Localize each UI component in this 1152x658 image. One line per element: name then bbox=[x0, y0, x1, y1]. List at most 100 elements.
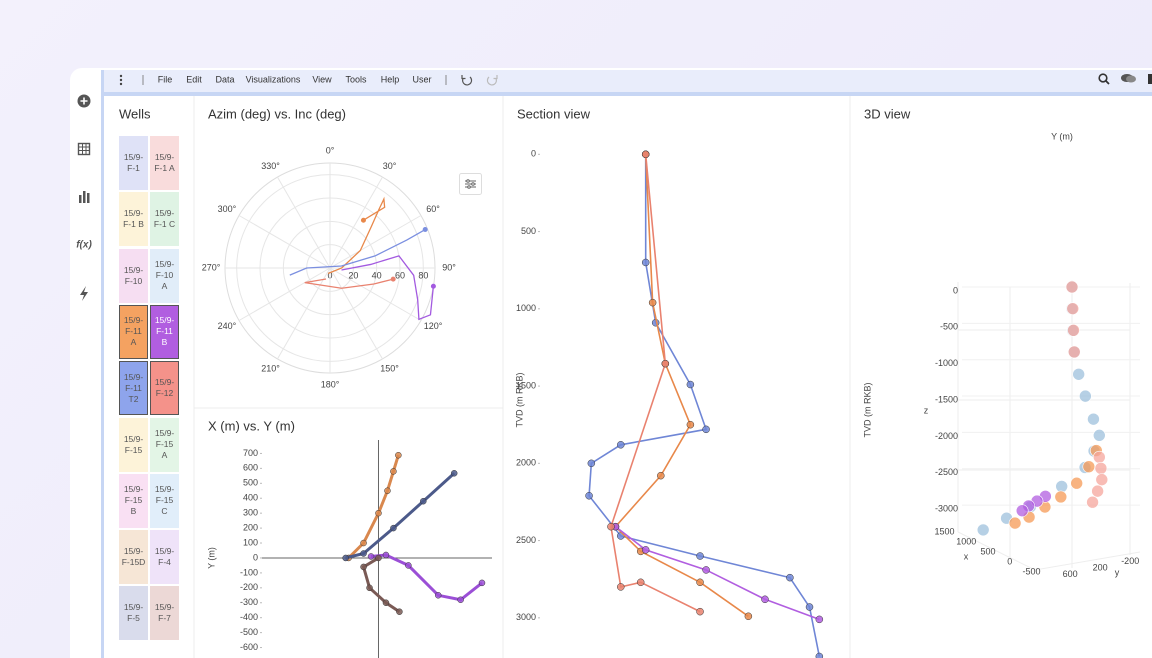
grid-spoke bbox=[238, 267, 331, 321]
theta-tick-label: 180° bbox=[321, 379, 340, 389]
trajectory-point bbox=[815, 615, 824, 624]
well-tile[interactable]: 15/9-F-15 bbox=[119, 417, 148, 472]
theta-tick-label: 270° bbox=[202, 262, 221, 272]
y-tick-label: 200 bbox=[243, 522, 258, 532]
menu-bar bbox=[101, 70, 1152, 92]
x-tick-label: 0 bbox=[1007, 556, 1012, 566]
panel-title: X (m) vs. Y (m) bbox=[208, 418, 295, 433]
add-icon[interactable] bbox=[77, 94, 91, 108]
well-tile[interactable]: 15/9-F-10 A bbox=[150, 248, 179, 303]
chart-settings-button[interactable] bbox=[459, 173, 482, 195]
well-tile[interactable]: 15/9-F-11 B bbox=[150, 304, 179, 359]
redo-button[interactable] bbox=[486, 75, 498, 86]
trajectory-point bbox=[450, 470, 458, 477]
trajectory-point bbox=[1082, 460, 1096, 473]
more-menu[interactable] bbox=[119, 74, 123, 86]
panel-title: Azim (deg) vs. Inc (deg) bbox=[208, 106, 346, 121]
trajectory-point bbox=[976, 523, 990, 537]
axis-label: TVD (m RKB) bbox=[862, 382, 872, 437]
x-tick-label: 500 bbox=[980, 546, 995, 556]
trajectory-point bbox=[1008, 516, 1022, 530]
menu-item[interactable]: View bbox=[312, 74, 332, 84]
menu-item[interactable]: Help bbox=[381, 74, 400, 84]
chart-icon[interactable] bbox=[79, 191, 90, 203]
well-tile[interactable]: 15/9-F-15 A bbox=[150, 417, 179, 472]
y-tick-label: -600 bbox=[240, 642, 258, 652]
well-tile[interactable]: 15/9-F-15D bbox=[119, 530, 148, 585]
trajectory-point bbox=[1070, 476, 1083, 490]
search-button[interactable] bbox=[1098, 73, 1110, 85]
trajectory-point bbox=[686, 380, 695, 389]
well-tile[interactable]: 15/9-F-1 A bbox=[150, 136, 179, 190]
trajectory-point bbox=[420, 497, 427, 505]
chat-button[interactable] bbox=[1121, 74, 1136, 83]
y-tick-label: 100 bbox=[243, 537, 258, 547]
menu-item[interactable]: Visualizations bbox=[246, 74, 301, 84]
trajectory-point bbox=[657, 471, 665, 480]
trajectory-point bbox=[686, 420, 695, 429]
r-tick-label: 20 bbox=[348, 270, 358, 280]
trajectory-point bbox=[1094, 462, 1108, 475]
trajectory-point bbox=[478, 579, 486, 587]
menu-item[interactable]: Tools bbox=[345, 74, 367, 84]
panel-toggle[interactable] bbox=[1148, 74, 1152, 84]
trajectory-point bbox=[641, 546, 650, 554]
well-tile[interactable]: 15/9-F-1 B bbox=[119, 192, 148, 247]
menu-item[interactable]: File bbox=[158, 74, 173, 84]
trajectory-point bbox=[641, 150, 650, 159]
trajectory-point bbox=[761, 595, 769, 604]
trajectory-line bbox=[289, 228, 426, 276]
well-tile[interactable]: 15/9-F-1 bbox=[119, 136, 148, 190]
theta-tick-label: 150° bbox=[380, 364, 399, 374]
trajectory-point bbox=[1067, 323, 1080, 337]
trajectory-point bbox=[434, 592, 442, 599]
y-tick-label: 200 bbox=[1093, 563, 1108, 573]
y-tick-label: 1500 bbox=[516, 380, 536, 390]
y-tick-label: -400 bbox=[240, 612, 258, 622]
axis-title: x bbox=[964, 551, 969, 561]
trajectory-point bbox=[1093, 429, 1106, 442]
grid-spoke bbox=[329, 267, 383, 360]
well-tile[interactable]: 15/9-F-12 bbox=[150, 361, 179, 416]
well-tile[interactable]: 15/9-F-11 A bbox=[119, 304, 148, 359]
undo-button[interactable] bbox=[461, 75, 473, 86]
trajectory-point bbox=[636, 578, 645, 587]
well-tile[interactable]: 15/9-F-7 bbox=[150, 586, 179, 641]
y-tick-label: 1000 bbox=[516, 303, 536, 313]
panel-title: Wells bbox=[119, 106, 151, 121]
left-border bbox=[101, 70, 104, 658]
well-tile[interactable]: 15/9-F-15 C bbox=[150, 473, 179, 528]
theta-tick-label: 210° bbox=[261, 364, 280, 374]
y-tick-label: -100 bbox=[240, 567, 258, 577]
well-tile[interactable]: 15/9-F-5 bbox=[119, 586, 148, 641]
trajectory-point bbox=[375, 554, 382, 562]
well-tile[interactable]: 15/9-F-4 bbox=[150, 530, 179, 585]
well-tile[interactable]: 15/9-F-10 bbox=[119, 248, 148, 303]
well-tile[interactable]: 15/9-F-11 T2 bbox=[119, 361, 148, 416]
z-tick-label: -2500 bbox=[935, 467, 958, 477]
trajectory-end bbox=[422, 227, 428, 233]
y-tick-label: -200 bbox=[1121, 556, 1139, 566]
theta-tick-label: 60° bbox=[426, 204, 440, 214]
menu-item[interactable]: Edit bbox=[186, 74, 202, 84]
y-tick-label: -500 bbox=[240, 627, 258, 637]
table-icon[interactable] bbox=[77, 142, 91, 156]
r-tick-label: 80 bbox=[418, 270, 428, 280]
function-icon[interactable]: f(x) bbox=[76, 240, 92, 251]
y-tick-label: 400 bbox=[243, 493, 258, 503]
action-icon[interactable] bbox=[80, 286, 88, 301]
trajectory-line bbox=[341, 255, 435, 321]
axis-title: y bbox=[1115, 567, 1120, 577]
menu-item[interactable]: User bbox=[412, 74, 431, 84]
well-tile[interactable]: 15/9-F-1 C bbox=[150, 192, 179, 247]
plot-area bbox=[262, 440, 492, 658]
menu-item[interactable]: Data bbox=[215, 74, 234, 84]
grid-spoke bbox=[329, 176, 383, 269]
well-tile[interactable]: 15/9-F-15 B bbox=[119, 473, 148, 528]
x-tick-label: 1500 bbox=[934, 526, 954, 536]
trajectory-end bbox=[390, 276, 396, 282]
menu-underline bbox=[101, 92, 1152, 96]
trajectory-point bbox=[815, 652, 824, 658]
